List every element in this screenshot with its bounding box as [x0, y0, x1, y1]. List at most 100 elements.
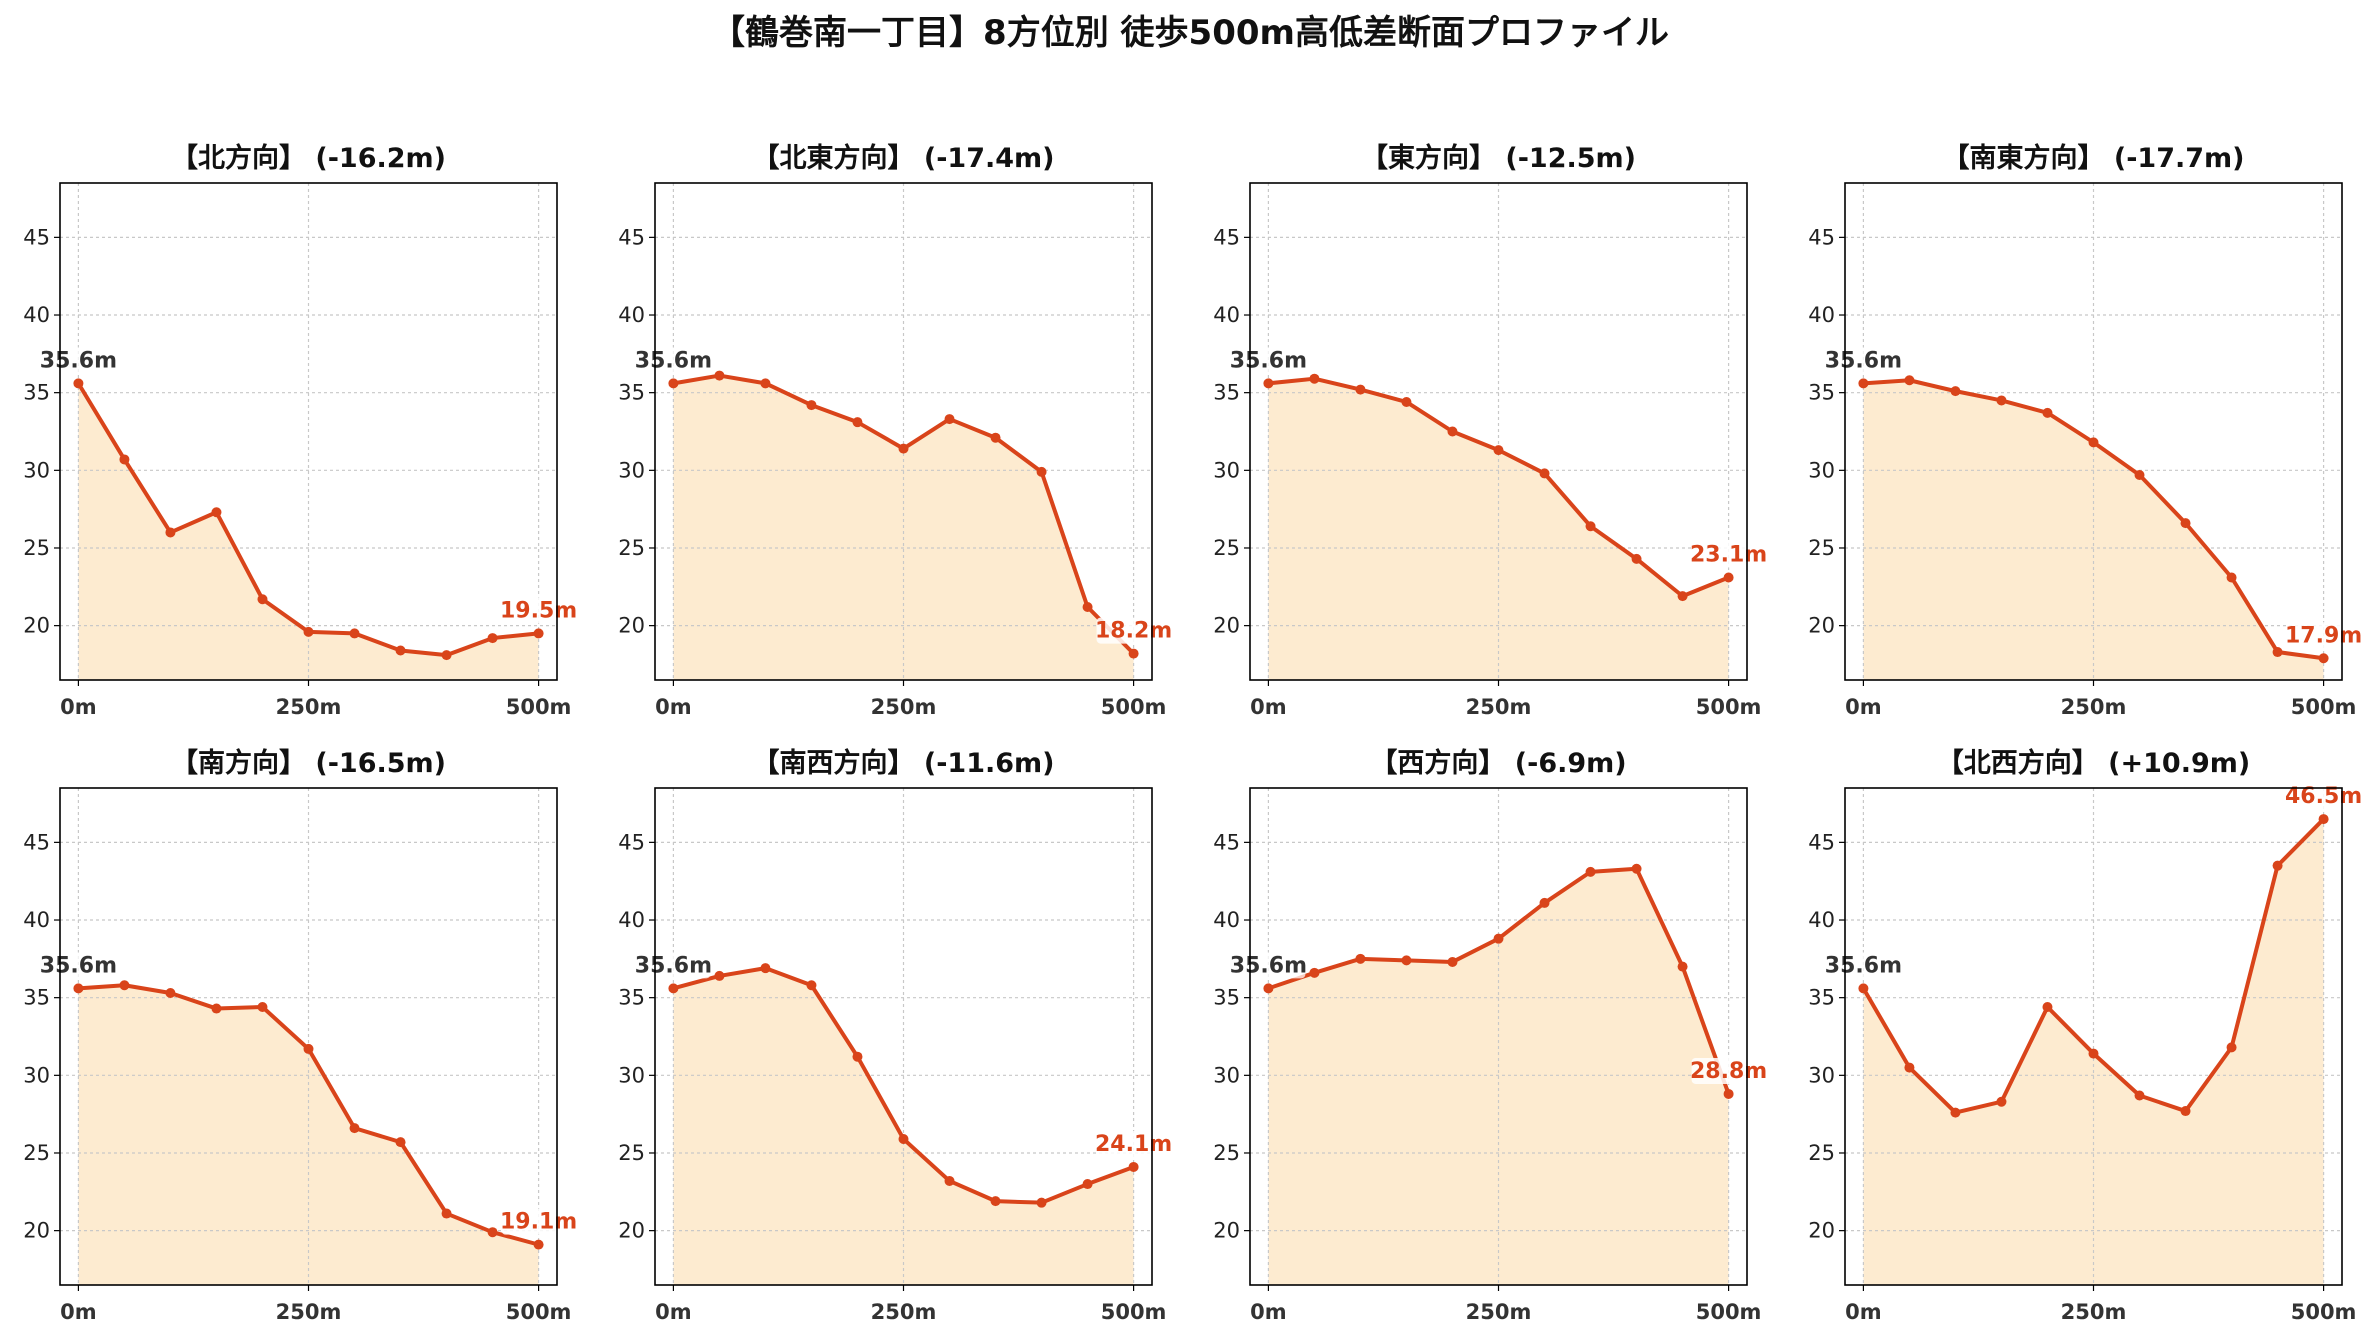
data-point: [73, 983, 84, 994]
axes-frame: [1844, 182, 2343, 681]
y-tick-label: 30: [618, 458, 645, 482]
x-tick-label: 0m: [1250, 695, 1287, 719]
data-point: [211, 507, 222, 518]
data-point: [1355, 953, 1366, 964]
data-point: [714, 370, 725, 381]
subplot-title: 【北西方向】 (+10.9m): [1937, 747, 2250, 779]
data-point: [852, 1051, 863, 1062]
data-point: [2180, 518, 2191, 529]
axes-frame: [1249, 182, 1748, 681]
data-point: [165, 527, 176, 538]
y-tick-label: 20: [618, 614, 645, 638]
y-tick-label: 30: [618, 1063, 645, 1087]
data-point: [2318, 814, 2329, 825]
subplot-2: 【北東方向】 (-17.4m) 20 25 30 35 40 45 0m 250m 500m 35.…: [618, 142, 1172, 719]
data-point: [1082, 1179, 1093, 1190]
x-tick-label: 250m: [276, 1300, 342, 1324]
x-tick-label: 500m: [2291, 695, 2357, 719]
data-point: [1996, 1096, 2007, 1107]
data-point: [1128, 1161, 1139, 1172]
x-tick-label: 500m: [1101, 695, 1167, 719]
end-elevation-label: 19.1m: [500, 1210, 577, 1235]
data-point: [668, 983, 679, 994]
end-elevation-label: 18.2m: [1095, 619, 1172, 644]
data-point: [760, 378, 771, 389]
data-point: [395, 1137, 406, 1148]
data-point: [1950, 1107, 1961, 1118]
start-elevation-label: 35.6m: [1825, 348, 1902, 373]
y-tick-label: 25: [1213, 1141, 1240, 1165]
subplot-title: 【南西方向】 (-11.6m): [752, 747, 1054, 779]
data-point: [990, 1196, 1001, 1207]
start-elevation-label: 35.6m: [1230, 953, 1307, 978]
subplot-title: 【西方向】 (-6.9m): [1370, 747, 1626, 779]
data-point: [1493, 445, 1504, 456]
data-point: [1539, 897, 1550, 908]
y-tick-label: 40: [1808, 303, 1835, 327]
data-point: [1631, 863, 1642, 874]
data-point: [533, 1239, 544, 1250]
data-point: [1904, 375, 1915, 386]
x-tick-label: 0m: [655, 1300, 692, 1324]
y-tick-label: 20: [618, 1219, 645, 1243]
data-point: [2088, 1048, 2099, 1059]
axes-frame: [654, 182, 1153, 681]
y-tick-label: 20: [1808, 614, 1835, 638]
subplot-title: 【東方向】 (-12.5m): [1361, 142, 1636, 174]
data-point: [303, 1043, 314, 1054]
y-tick-label: 30: [23, 1063, 50, 1087]
data-point: [2088, 437, 2099, 448]
data-point: [395, 645, 406, 656]
y-tick-label: 20: [23, 614, 50, 638]
x-tick-label: 500m: [506, 1300, 572, 1324]
y-tick-label: 30: [1808, 458, 1835, 482]
subplot-8: 【北西方向】 (+10.9m) 20 25 30 35 40 45 0m 250m 500m 35.…: [1808, 747, 2362, 1324]
y-tick-label: 35: [618, 381, 645, 405]
data-point: [441, 1208, 452, 1219]
data-point: [349, 628, 360, 639]
data-point: [852, 417, 863, 428]
y-tick-label: 40: [1213, 908, 1240, 932]
subplot-3: 【東方向】 (-12.5m) 20 25 30 35 40 45 0m 250m 500m 35.6…: [1213, 142, 1767, 719]
data-point: [1447, 956, 1458, 967]
data-point: [1447, 426, 1458, 437]
y-tick-label: 45: [23, 225, 50, 249]
subplot-title: 【南東方向】 (-17.7m): [1942, 142, 2244, 174]
y-tick-label: 40: [618, 908, 645, 932]
subplot-1: 【北方向】 (-16.2m) 20 25 30 35 40 45 0m 250m 500m 35.6…: [23, 142, 577, 719]
data-point: [1128, 648, 1139, 659]
elevation-area: [1268, 378, 1729, 680]
start-elevation-label: 35.6m: [40, 953, 117, 978]
x-tick-label: 250m: [871, 695, 937, 719]
data-point: [944, 414, 955, 425]
elevation-area: [673, 968, 1134, 1285]
data-point: [1723, 572, 1734, 583]
data-point: [165, 988, 176, 999]
x-tick-label: 250m: [1466, 1300, 1532, 1324]
y-tick-label: 40: [23, 303, 50, 327]
y-tick-label: 30: [23, 458, 50, 482]
data-point: [349, 1123, 360, 1134]
y-tick-label: 35: [1213, 381, 1240, 405]
data-point: [1309, 967, 1320, 978]
elevation-area: [78, 383, 539, 680]
y-tick-label: 20: [1213, 1219, 1240, 1243]
data-point: [1036, 1197, 1047, 1208]
elevation-area: [78, 985, 539, 1285]
y-tick-label: 25: [23, 536, 50, 560]
data-point: [119, 980, 130, 991]
figure-title: 【鶴巻南一丁目】8方位別 徒歩500m高低差断面プロファイル: [711, 13, 1669, 53]
data-point: [1585, 521, 1596, 532]
data-point: [944, 1175, 955, 1186]
y-tick-label: 35: [618, 986, 645, 1010]
data-point: [1355, 384, 1366, 395]
data-point: [2134, 469, 2145, 480]
data-point: [1585, 866, 1596, 877]
y-tick-label: 25: [618, 1141, 645, 1165]
data-point: [1677, 591, 1688, 602]
y-tick-label: 35: [23, 986, 50, 1010]
data-point: [1904, 1062, 1915, 1073]
y-tick-label: 25: [1808, 536, 1835, 560]
data-point: [1263, 378, 1274, 389]
